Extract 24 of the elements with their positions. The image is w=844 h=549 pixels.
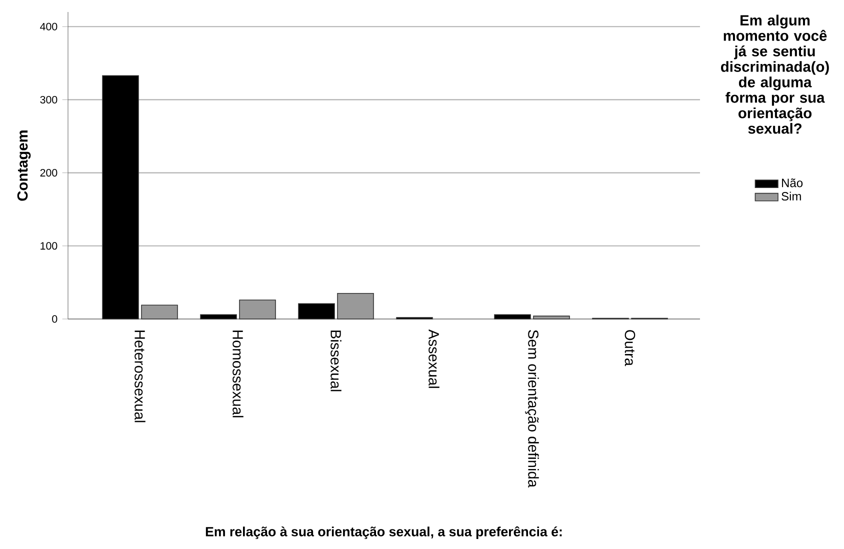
- legend-label: Não: [782, 178, 803, 188]
- x-tick-label: Bissexual: [330, 330, 342, 392]
- legend-label: Sim: [782, 192, 801, 201]
- bar: [239, 300, 276, 320]
- x-axis-title: Em relação à sua orientação sexual, a sua preferência é:: [206, 526, 562, 540]
- y-tick-label: 400: [40, 22, 58, 30]
- y-tick-label: 0: [52, 315, 58, 323]
- bar: [533, 316, 570, 320]
- bar: [141, 304, 178, 320]
- x-tick-label: Assexual: [428, 329, 440, 388]
- bar: [200, 314, 237, 320]
- x-tick-label: Sem orientação definida: [525, 330, 539, 488]
- legend-title: Em algum momento você já se sentiu discriminada(o) de alguma forma por sua orientação sexual?: [721, 14, 829, 134]
- y-tick-label: 200: [40, 169, 58, 177]
- bar: [298, 303, 335, 320]
- y-axis-title: Contagem: [17, 130, 31, 201]
- bar: [494, 314, 531, 320]
- x-tick-label: Outra: [624, 330, 636, 366]
- bar: [102, 75, 139, 320]
- bar: [337, 293, 374, 320]
- x-tick-label: Homossexual: [232, 330, 244, 418]
- x-tick-label: Heterossexual: [134, 330, 146, 422]
- y-tick-label: 300: [40, 96, 58, 104]
- y-tick-label: 100: [40, 242, 58, 250]
